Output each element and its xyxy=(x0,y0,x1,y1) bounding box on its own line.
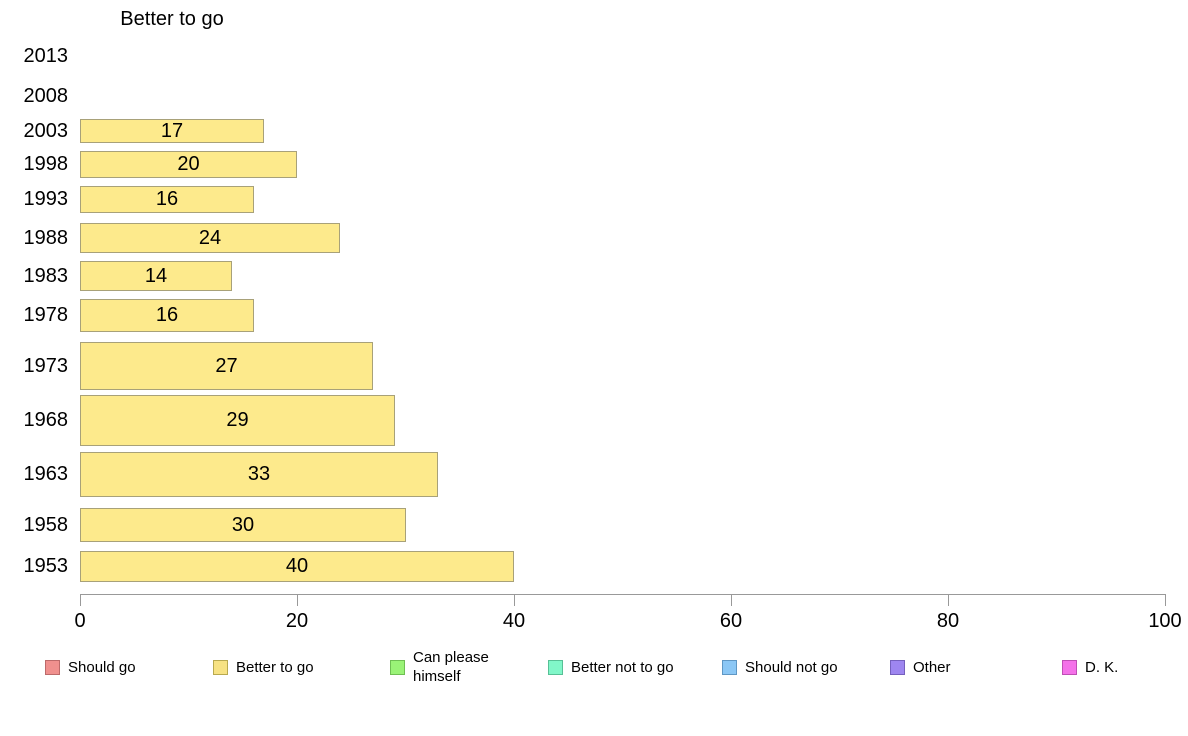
x-axis-tick-label: 0 xyxy=(74,610,86,632)
bar: 40 xyxy=(80,551,514,582)
x-axis-tick xyxy=(297,594,298,606)
legend-swatch xyxy=(722,660,737,675)
bar: 14 xyxy=(80,261,232,291)
legend-label: Should not go xyxy=(745,659,838,676)
legend-swatch xyxy=(890,660,905,675)
legend-swatch xyxy=(390,660,405,675)
bar-value-label: 16 xyxy=(155,304,179,326)
legend-swatch xyxy=(548,660,563,675)
x-axis-tick-label: 20 xyxy=(285,610,309,632)
bar: 33 xyxy=(80,452,438,497)
x-axis-tick xyxy=(514,594,515,606)
legend-label: Can please himself xyxy=(413,649,489,685)
bar-value-label: 27 xyxy=(215,354,238,377)
bar-value-label: 33 xyxy=(247,463,271,485)
bar-value-label: 30 xyxy=(231,513,255,536)
x-axis-tick-label: 100 xyxy=(1148,610,1182,632)
y-axis-label: 1988 xyxy=(23,227,69,249)
y-axis-label: 1968 xyxy=(23,409,69,431)
legend-label: Should go xyxy=(68,659,136,676)
bar: 16 xyxy=(80,299,254,332)
x-axis-tick-label: 80 xyxy=(936,610,960,632)
x-axis-tick-label: 40 xyxy=(502,610,526,632)
y-axis-label: 1998 xyxy=(23,153,69,175)
y-axis-label: 1973 xyxy=(23,355,69,377)
bar-value-label: 20 xyxy=(177,153,200,175)
bar-value-label: 17 xyxy=(160,119,184,142)
legend-swatch xyxy=(1062,660,1077,675)
bar-value-label: 24 xyxy=(198,226,222,249)
y-axis-label: 2008 xyxy=(23,85,69,107)
bar-value-label: 14 xyxy=(144,264,168,287)
bar: 20 xyxy=(80,151,297,178)
x-axis-tick xyxy=(1165,594,1166,606)
bar-value-label: 40 xyxy=(285,555,309,577)
x-axis-tick xyxy=(80,594,81,606)
y-axis-label: 2013 xyxy=(23,45,69,67)
bar: 29 xyxy=(80,395,395,446)
legend-label: Better not to go xyxy=(571,659,674,676)
legend-label: Other xyxy=(913,659,951,676)
bar: 17 xyxy=(80,119,264,143)
legend-swatch xyxy=(45,660,60,675)
y-axis-label: 2003 xyxy=(23,120,69,142)
y-axis-label: 1958 xyxy=(23,514,69,536)
bar: 16 xyxy=(80,186,254,213)
x-axis-tick xyxy=(948,594,949,606)
bar: 30 xyxy=(80,508,406,542)
y-axis-label: 1983 xyxy=(23,265,69,287)
y-axis-label: 1978 xyxy=(23,304,69,326)
chart-title: Better to go xyxy=(120,8,224,30)
legend-swatch xyxy=(213,660,228,675)
bar: 24 xyxy=(80,223,340,253)
y-axis-label: 1993 xyxy=(23,188,69,210)
bar-value-label: 16 xyxy=(155,188,179,210)
y-axis-label: 1953 xyxy=(23,555,69,577)
x-axis-tick-label: 60 xyxy=(719,610,743,632)
x-axis-line xyxy=(80,594,1165,595)
y-axis-label: 1963 xyxy=(23,463,69,485)
x-axis-tick xyxy=(731,594,732,606)
bar-value-label: 29 xyxy=(226,409,249,431)
bar: 27 xyxy=(80,342,373,390)
legend-label: D. K. xyxy=(1085,659,1119,676)
legend-label: Better to go xyxy=(236,659,314,676)
